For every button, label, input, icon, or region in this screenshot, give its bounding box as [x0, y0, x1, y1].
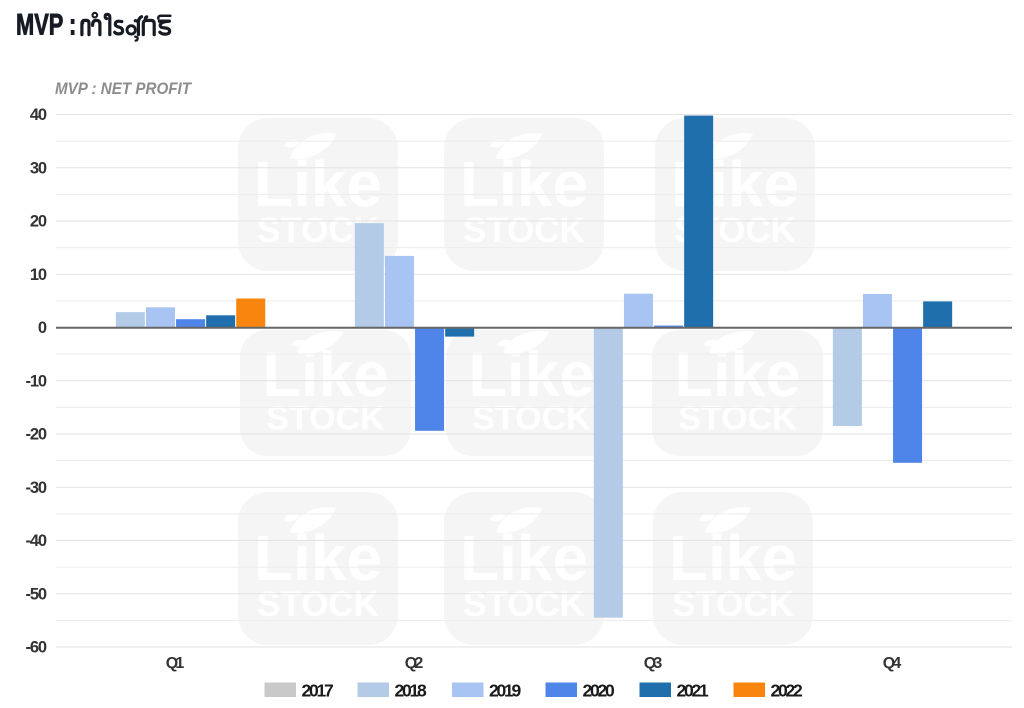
svg-text:10: 10: [30, 266, 47, 284]
svg-text:2021: 2021: [677, 681, 709, 701]
svg-text:-40: -40: [26, 532, 48, 550]
svg-text:Q2: Q2: [405, 655, 424, 672]
svg-text:-10: -10: [26, 372, 48, 390]
svg-text:MVP : NET PROFIT: MVP : NET PROFIT: [55, 79, 192, 98]
svg-text:MVP :: MVP :: [16, 9, 76, 42]
svg-text:0: 0: [38, 319, 47, 337]
svg-text:-50: -50: [26, 585, 48, 603]
svg-text:2020: 2020: [583, 681, 615, 701]
svg-text:40: 40: [30, 106, 47, 124]
svg-text:Q4: Q4: [883, 655, 902, 672]
svg-text:-30: -30: [26, 479, 48, 497]
svg-text:Q3: Q3: [644, 655, 663, 672]
svg-text:2017: 2017: [302, 681, 334, 701]
svg-text:20: 20: [30, 213, 47, 231]
svg-text:-20: -20: [26, 426, 48, 444]
svg-text:Q1: Q1: [166, 655, 185, 672]
svg-text:2019: 2019: [489, 681, 521, 701]
svg-text:2022: 2022: [771, 681, 803, 701]
svg-text:30: 30: [30, 159, 47, 177]
svg-text:-60: -60: [26, 639, 48, 657]
svg-text:2018: 2018: [395, 681, 427, 701]
